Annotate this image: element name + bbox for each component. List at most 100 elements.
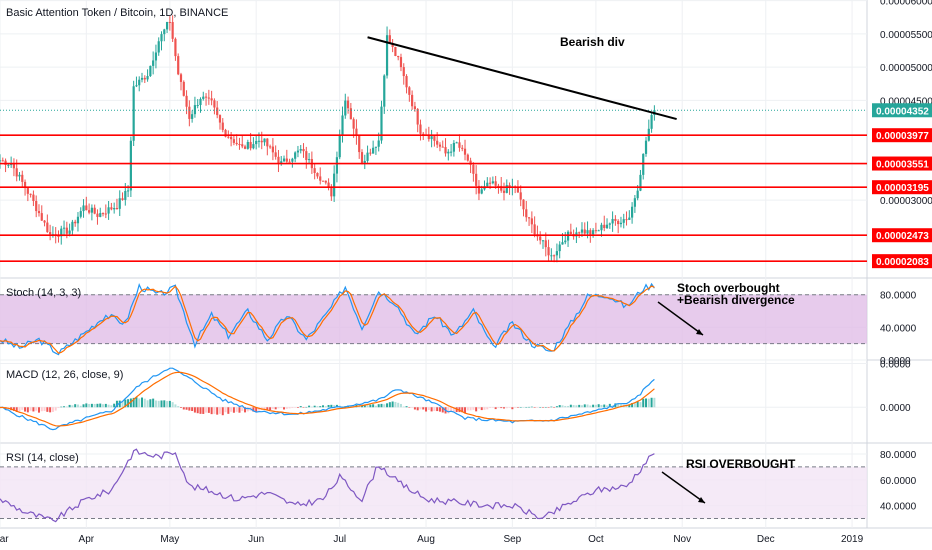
y-tick-label: 0.00004500	[880, 96, 932, 107]
macd-histogram-bar	[166, 401, 169, 408]
candle-body	[140, 77, 144, 80]
candle-body	[466, 154, 469, 161]
macd-histogram-bar	[642, 398, 645, 408]
macd-histogram-bar	[516, 407, 519, 408]
macd-histogram-bar	[433, 407, 436, 411]
macd-histogram-bar	[213, 407, 216, 414]
candle-body	[494, 181, 497, 186]
macd-histogram-bar	[35, 407, 38, 411]
macd-histogram-bar	[597, 404, 600, 408]
macd-histogram-bar	[46, 407, 49, 412]
candle-body	[578, 232, 581, 234]
macd-histogram-bar	[539, 407, 542, 408]
macd-histogram-bar	[511, 407, 514, 410]
macd-histogram-bar	[263, 407, 266, 410]
macd-histogram-bar	[377, 404, 380, 408]
candle-body	[10, 164, 13, 166]
macd-histogram-bar	[419, 407, 422, 410]
candle-body	[18, 174, 21, 177]
candle-body	[107, 207, 110, 214]
candle-body	[335, 157, 339, 174]
macd-histogram-bar	[569, 404, 572, 408]
macd-histogram-bar	[639, 402, 642, 408]
macd-histogram-bar	[182, 407, 185, 410]
macd-histogram-bar	[74, 404, 77, 408]
x-tick-label: Aug	[417, 534, 435, 545]
macd-histogram-bar	[241, 407, 244, 411]
candle-body	[104, 213, 107, 215]
macd-histogram-bar	[550, 406, 553, 408]
macd-histogram-bar	[232, 407, 235, 413]
candle-body	[360, 152, 364, 163]
candle-body	[458, 142, 461, 148]
candle-body	[502, 190, 506, 193]
macd-histogram-bar	[397, 402, 400, 408]
level-badge	[872, 180, 932, 195]
candle-body	[575, 232, 578, 237]
candle-body	[0, 160, 2, 162]
candle-body	[352, 119, 355, 129]
candle-body	[199, 98, 202, 106]
macd-histogram-bar	[386, 403, 389, 408]
macd-histogram-bar	[296, 407, 299, 408]
macd-histogram-bar	[519, 407, 522, 408]
macd-histogram-bar	[227, 407, 230, 414]
candle-body	[160, 34, 163, 42]
stoch-annotation-line1: Stoch overbought	[677, 281, 780, 295]
macd-histogram-bar	[580, 405, 583, 408]
macd-histogram-bar	[32, 407, 35, 412]
macd-histogram-bar	[29, 407, 32, 411]
macd-histogram-bar	[107, 404, 110, 408]
y-tick-label: 60.0000	[880, 476, 917, 487]
macd-histogram-bar	[90, 403, 93, 408]
macd-histogram-bar	[185, 407, 188, 410]
macd-histogram-bar	[441, 407, 444, 413]
macd-histogram-bar	[466, 407, 469, 411]
macd-histogram-bar	[221, 407, 224, 416]
candle-body	[394, 46, 397, 56]
candle-body	[204, 96, 208, 98]
candle-body	[397, 55, 400, 58]
candle-body	[444, 147, 447, 154]
macd-histogram-bar	[102, 404, 105, 408]
candle-body	[642, 153, 645, 175]
candle-body	[580, 229, 584, 233]
macd-histogram-bar	[427, 407, 430, 410]
candle-body	[216, 107, 219, 116]
macd-histogram-bar	[544, 407, 547, 408]
stoch-arrow	[657, 301, 704, 336]
candle-body	[90, 207, 93, 213]
candle-body	[118, 198, 121, 209]
macd-histogram-bar	[93, 403, 96, 408]
chart-labels: Basic Attention Token / Bitcoin, 1D, BIN…	[6, 7, 932, 471]
candle-body	[408, 87, 411, 95]
macd-histogram-bar	[104, 403, 107, 408]
macd-histogram-bar	[497, 407, 500, 409]
chart-marks	[0, 15, 656, 523]
candle-body	[550, 255, 553, 257]
macd-histogram-bar	[152, 398, 155, 408]
macd-histogram-bar	[202, 407, 205, 414]
macd-histogram-bar	[438, 407, 441, 412]
candle-body	[625, 219, 628, 221]
macd-histogram-bar	[480, 407, 483, 411]
candle-body	[99, 213, 102, 217]
macd-histogram-bar	[218, 407, 221, 414]
macd-histogram-bar	[617, 403, 620, 408]
price-pane-title: Basic Attention Token / Bitcoin, 1D, BIN…	[6, 7, 228, 19]
candle-body	[37, 211, 41, 214]
rsi-annotation: RSI OVERBOUGHT	[686, 457, 796, 471]
macd-histogram-bar	[555, 406, 558, 408]
candle-body	[553, 255, 556, 257]
macd-histogram-bar	[63, 406, 66, 408]
macd-histogram-bar	[383, 404, 386, 408]
rsi-arrow	[661, 471, 706, 504]
candle-body	[416, 109, 419, 125]
macd-histogram-bar	[575, 405, 578, 408]
macd-histogram-bar	[285, 407, 288, 409]
candle-body	[115, 208, 119, 210]
candle-body	[644, 140, 648, 154]
macd-histogram-bar	[452, 407, 455, 412]
macd-histogram-bar	[436, 407, 439, 412]
